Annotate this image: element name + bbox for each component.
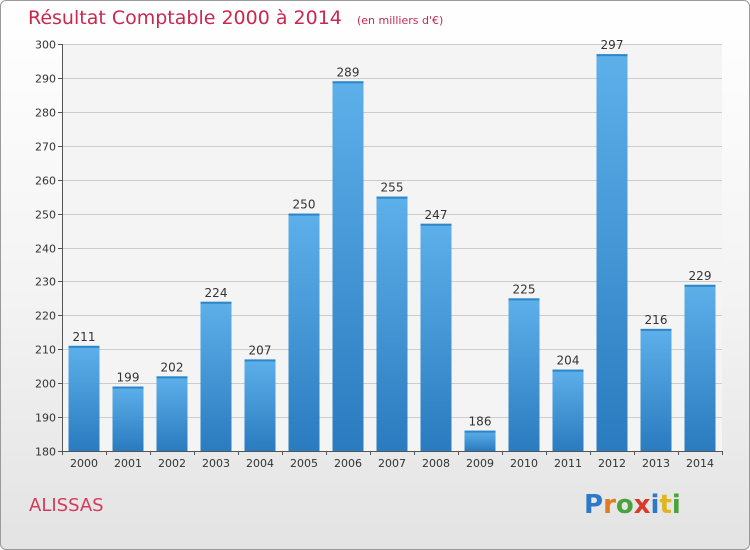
data-label-2001: 199: [117, 371, 140, 385]
y-tick-label: 300: [35, 39, 56, 52]
data-label-2011: 204: [557, 354, 580, 368]
bar-2000: [68, 345, 100, 451]
bar-2014: [684, 284, 716, 451]
data-label-2013: 216: [645, 313, 668, 327]
y-tick-label: 200: [35, 378, 56, 391]
bar-top-2004: [244, 359, 276, 362]
x-tick-label-2009: 2009: [466, 457, 494, 470]
proxiti-logo: Proxiti: [584, 490, 681, 520]
bar-top-2008: [420, 223, 452, 226]
y-tick-label: 210: [35, 344, 56, 357]
y-tick-label: 250: [35, 209, 56, 222]
bar-top-2010: [508, 298, 540, 301]
bar-2012: [596, 54, 628, 452]
bar-2005: [288, 213, 320, 451]
bar-top-2011: [552, 369, 584, 372]
x-tick-label-2014: 2014: [686, 457, 714, 470]
bar-top-2005: [288, 213, 320, 216]
x-tick-label-2004: 2004: [246, 457, 274, 470]
data-label-2014: 229: [689, 269, 712, 283]
axes: [58, 44, 723, 455]
bar-top-2009: [464, 430, 496, 433]
bar-top-2000: [68, 345, 100, 348]
title-row: Résultat Comptable 2000 à 2014 (en milli…: [28, 7, 443, 29]
y-tick-label: 180: [35, 446, 56, 459]
y-tick-label: 290: [35, 73, 56, 86]
commune-name: ALISSAS: [29, 495, 104, 516]
y-tick-label: 270: [35, 141, 56, 154]
x-tick-label-2012: 2012: [598, 457, 626, 470]
x-tick-label-2005: 2005: [290, 457, 318, 470]
data-label-2012: 297: [601, 38, 624, 52]
y-tick-label: 260: [35, 175, 56, 188]
bar-top-2006: [332, 81, 364, 84]
x-tick-label-2011: 2011: [554, 457, 582, 470]
bar-top-2013: [640, 328, 672, 331]
data-label-2009: 186: [469, 415, 492, 429]
y-tick-label: 240: [35, 243, 56, 256]
y-tick-label: 230: [35, 276, 56, 289]
data-label-2003: 224: [205, 286, 228, 300]
data-label-2004: 207: [249, 343, 272, 357]
bar-2010: [508, 298, 540, 451]
bar-2006: [332, 81, 364, 451]
data-label-2010: 225: [513, 282, 536, 296]
data-label-2002: 202: [161, 360, 184, 374]
y-tick-label: 220: [35, 310, 56, 323]
bar-2003: [200, 301, 232, 451]
x-tick-label-2001: 2001: [114, 457, 142, 470]
bar-top-2007: [376, 196, 408, 199]
data-label-2006: 289: [337, 65, 360, 79]
x-tick-label-2013: 2013: [642, 457, 670, 470]
bar-top-2002: [156, 376, 188, 379]
x-tick-label-2002: 2002: [158, 457, 186, 470]
x-tick-label-2010: 2010: [510, 457, 538, 470]
x-tick-label-2008: 2008: [422, 457, 450, 470]
chart-title: Résultat Comptable 2000 à 2014: [28, 7, 342, 29]
bar-top-2012: [596, 54, 628, 57]
x-tick-label-2003: 2003: [202, 457, 230, 470]
bar-top-2003: [200, 301, 232, 304]
data-label-2008: 247: [425, 208, 448, 222]
bar-2013: [640, 328, 672, 451]
data-label-2005: 250: [293, 198, 316, 212]
bar-2007: [376, 196, 408, 451]
x-tick-label-2007: 2007: [378, 457, 406, 470]
bars: [68, 54, 716, 452]
bar-2002: [156, 376, 188, 451]
x-tick-label-2006: 2006: [334, 457, 362, 470]
chart-subtitle: (en milliers d'€): [356, 14, 444, 27]
y-tick-label: 190: [35, 412, 56, 425]
bar-top-2001: [112, 386, 144, 389]
labels: 180 190 200 210 220 230 240 250 260 270 280 290 300 2…: [35, 38, 714, 470]
data-label-2007: 255: [381, 181, 404, 195]
data-label-2000: 211: [73, 330, 96, 344]
bar-2009: [464, 430, 496, 451]
bar-2001: [112, 386, 144, 451]
bar-top-2014: [684, 284, 716, 287]
bar-2008: [420, 223, 452, 451]
y-tick-label: 280: [35, 107, 56, 120]
bar-2004: [244, 359, 276, 451]
bar-2011: [552, 369, 584, 451]
x-tick-label-2000: 2000: [70, 457, 98, 470]
